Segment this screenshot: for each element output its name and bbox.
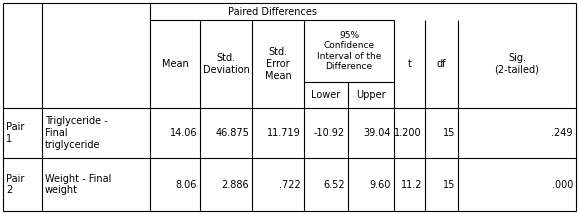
Text: Upper: Upper [356, 90, 386, 100]
Text: 14.06: 14.06 [169, 128, 197, 138]
Text: 1.200: 1.200 [394, 128, 422, 138]
Text: 8.06: 8.06 [176, 180, 197, 190]
Text: 11.2: 11.2 [401, 180, 422, 190]
Text: 6.52: 6.52 [324, 180, 345, 190]
Text: Weight - Final
weight: Weight - Final weight [45, 174, 111, 195]
Text: -10.92: -10.92 [314, 128, 345, 138]
Text: 39.04: 39.04 [364, 128, 391, 138]
Text: Sig.
(2-tailed): Sig. (2-tailed) [495, 53, 539, 75]
Text: Pair
1: Pair 1 [6, 122, 24, 144]
Text: Lower: Lower [311, 90, 340, 100]
Text: 46.875: 46.875 [215, 128, 249, 138]
Text: 2.886: 2.886 [222, 180, 249, 190]
Text: Pair
2: Pair 2 [6, 174, 24, 195]
Text: df: df [437, 59, 446, 69]
Text: 11.719: 11.719 [267, 128, 301, 138]
Text: 9.60: 9.60 [369, 180, 391, 190]
Text: 95%
Confidence
Interval of the
Difference: 95% Confidence Interval of the Differenc… [317, 31, 381, 71]
Text: 15: 15 [443, 128, 455, 138]
Text: t: t [408, 59, 411, 69]
Text: Std.
Error
Mean: Std. Error Mean [264, 47, 291, 81]
Text: 15: 15 [443, 180, 455, 190]
Text: .000: .000 [552, 180, 573, 190]
Text: .722: .722 [279, 180, 301, 190]
Text: .249: .249 [552, 128, 573, 138]
Text: Triglyceride -
Final
triglyceride: Triglyceride - Final triglyceride [45, 116, 108, 150]
Text: Mean: Mean [162, 59, 188, 69]
Text: Std.
Deviation: Std. Deviation [202, 53, 249, 75]
Text: Paired Differences: Paired Differences [227, 6, 317, 16]
